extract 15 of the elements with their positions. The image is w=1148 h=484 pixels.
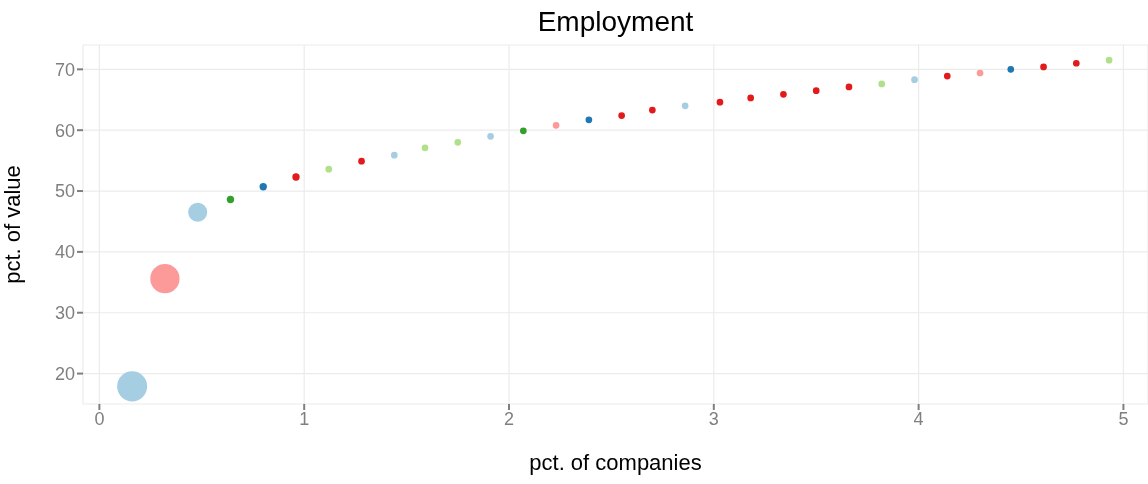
y-tick-label: 30 bbox=[54, 303, 75, 324]
x-tick-label: 4 bbox=[913, 408, 924, 429]
x-tick-label: 3 bbox=[708, 408, 719, 429]
y-axis-title: pct. of value bbox=[0, 165, 25, 284]
x-tick-label: 2 bbox=[503, 408, 515, 429]
y-tick-label: 20 bbox=[54, 363, 75, 384]
y-tick-label: 60 bbox=[54, 120, 75, 141]
chart-title: Employment bbox=[536, 6, 695, 38]
x-tick-label: 1 bbox=[299, 408, 310, 429]
y-tick-label: 70 bbox=[54, 59, 75, 80]
y-tick-label: 40 bbox=[54, 242, 75, 263]
x-tick-label: 0 bbox=[94, 408, 105, 429]
x-axis-title: pct. of companies bbox=[529, 450, 702, 475]
y-tick-label: 50 bbox=[54, 181, 75, 202]
x-tick-label: 5 bbox=[1118, 408, 1129, 429]
